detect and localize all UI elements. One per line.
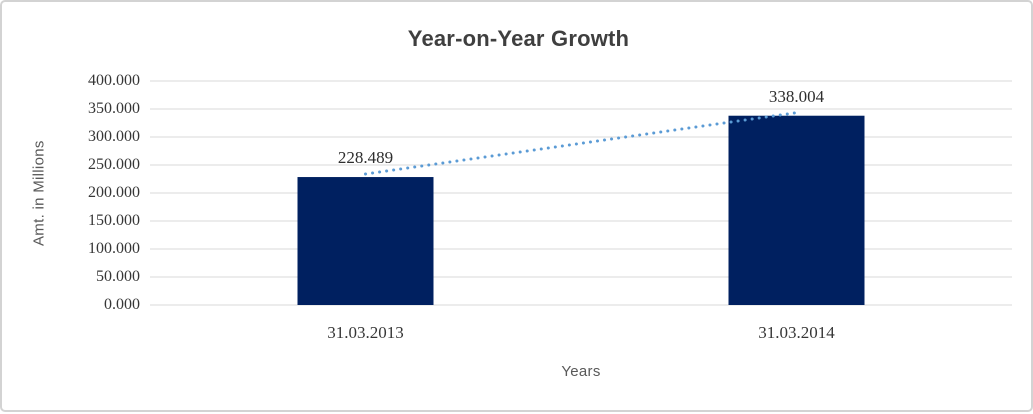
trendline [364,111,798,176]
y-tick-label: 350.000 [88,100,140,117]
y-tick-label: 100.000 [88,240,140,257]
chart-title: Year-on-Year Growth [407,26,630,51]
value-label: 338.004 [768,86,825,106]
y-tick-label: 250.000 [88,156,140,173]
x-axis-title: Years [561,363,601,380]
y-tick-label: 150.000 [88,212,140,229]
value-label: 228.489 [337,148,394,168]
category-label: 31.03.2013 [327,323,404,342]
y-tick-label: 200.000 [88,184,140,201]
bar [297,177,434,305]
category-label: 31.03.2014 [758,323,835,342]
y-tick-label: 0.000 [104,296,140,313]
y-tick-label: 50.000 [96,268,140,285]
y-tick-label: 400.000 [88,72,140,89]
bar [728,115,865,305]
y-tick-label: 300.000 [88,128,140,145]
